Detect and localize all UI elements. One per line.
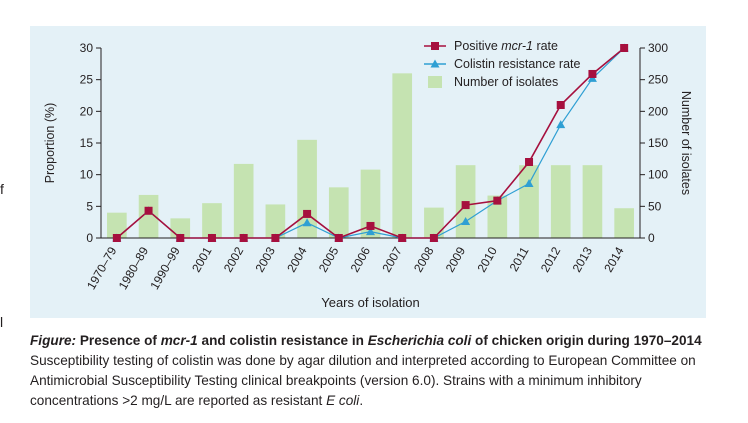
y-tick-label-right: 100 [648,168,668,182]
x-tick-label: 2004 [284,244,310,274]
x-tick-label: 2005 [316,244,342,274]
chart-panel: 0 5 10 15 20 25 30 0 50 100 150 200 250 300 1970–79 198… [30,26,706,318]
y-tick-label-left: 5 [86,199,93,213]
caption-title-text: and colistin resistance in [197,333,368,348]
x-tick-label: 2006 [348,244,374,274]
x-tick-label: 2010 [474,244,500,274]
y-tick-label-right: 300 [648,41,668,55]
legend-swatch-isolates [428,76,442,88]
y-tick-label-right: 50 [648,199,662,213]
chart: 0510152025300501001502002503001970–79198… [43,39,693,310]
mcr1-point [207,234,216,242]
mcr1-point [144,206,153,215]
isolates-bar [519,165,539,238]
legend-label: Positive mcr-1 rate [454,39,558,53]
isolates-bar [614,208,634,238]
mcr1-point [176,234,185,242]
y-tick-label-right: 200 [648,104,668,118]
mcr1-point [620,44,629,52]
colistin-point [302,218,312,227]
caption-body: Susceptibility testing of colistin was d… [30,351,720,411]
caption-body-text: Susceptibility testing of colistin was d… [30,353,696,408]
colistin-point [461,217,471,226]
isolates-bar [487,195,508,238]
isolates-bar [202,203,222,238]
x-tick-label: 1990–99 [147,244,183,292]
legend-label: Colistin resistance rate [454,57,580,71]
caption-species: Escherichia coli [367,333,472,348]
mcr1-point [334,234,343,242]
legend-label: Number of isolates [454,75,558,89]
colistin-point [556,120,566,129]
y-tick-label-left: 20 [80,104,94,118]
caption-body-species: E coli [326,393,360,408]
mcr1-point [271,234,280,242]
y-tick-label-right: 250 [648,73,668,87]
mcr1-point [588,69,597,78]
isolates-bar [424,207,444,238]
isolates-bar [582,165,603,238]
isolates-bar [392,73,413,238]
mcr1-point [525,158,534,166]
x-tick-label: 2013 [570,244,596,274]
y-tick-label-left: 30 [80,41,94,55]
isolates-bar [328,187,349,238]
caption-body-text: . [359,393,364,408]
mcr1-point [398,234,407,242]
y-tick-label-left: 0 [86,231,93,245]
y-tick-label-left: 15 [80,136,94,150]
isolates-bar [297,139,317,238]
caption-title-text: of chicken origin during 1970–2014 [471,333,702,348]
mcr1-point [112,234,121,242]
mcr1-point [366,221,375,230]
legend-marker-mcr1 [431,42,439,50]
caption-label: Figure: [30,333,77,348]
x-tick-label: 2002 [221,244,247,274]
x-tick-label: 2012 [538,244,564,274]
mcr1-point [461,201,470,210]
x-tick-label: 2008 [411,244,437,274]
caption-title-text: Presence of [76,333,161,348]
y-tick-label-right: 0 [648,231,655,245]
mcr1-point [493,196,502,205]
legend-marker-colistin [430,59,440,68]
page-edge-mark: f [0,181,4,197]
x-tick-label: 2007 [379,244,405,274]
isolates-bar [138,194,159,238]
x-tick-label: 2003 [253,244,279,274]
isolates-bar [233,163,254,238]
x-tick-label: 2011 [507,244,532,274]
page-edge-mark: l [0,314,4,330]
isolates-bar [550,165,571,238]
mcr1-point [303,209,312,218]
isolates-bar [265,204,286,238]
y-tick-label-right: 150 [648,136,668,150]
colistin-point [366,227,375,236]
mcr1-point [556,101,565,109]
x-tick-label: 1980–89 [116,244,152,292]
isolates-bar [360,169,381,238]
x-axis-label: Years of isolation [321,295,420,310]
y-tick-label-left: 25 [80,73,94,87]
y-tick-label-left: 10 [80,168,94,182]
isolates-bar [107,212,127,238]
y-axis-label-right: Number of isolates [679,91,693,195]
x-tick-label: 2001 [189,244,215,274]
x-tick-label: 2014 [601,244,627,274]
mcr1-point [429,234,438,242]
colistin-point [524,179,534,188]
y-axis-label-left: Proportion (%) [43,103,57,184]
mcr1-point [239,234,248,242]
x-tick-label: 1970–79 [84,244,120,292]
caption-gene: mcr-1 [160,333,198,348]
figure-caption: Figure: Presence of mcr-1 and colistin r… [30,331,720,411]
caption-title: Figure: Presence of mcr-1 and colistin r… [30,331,720,351]
x-tick-label: 2009 [443,244,469,274]
